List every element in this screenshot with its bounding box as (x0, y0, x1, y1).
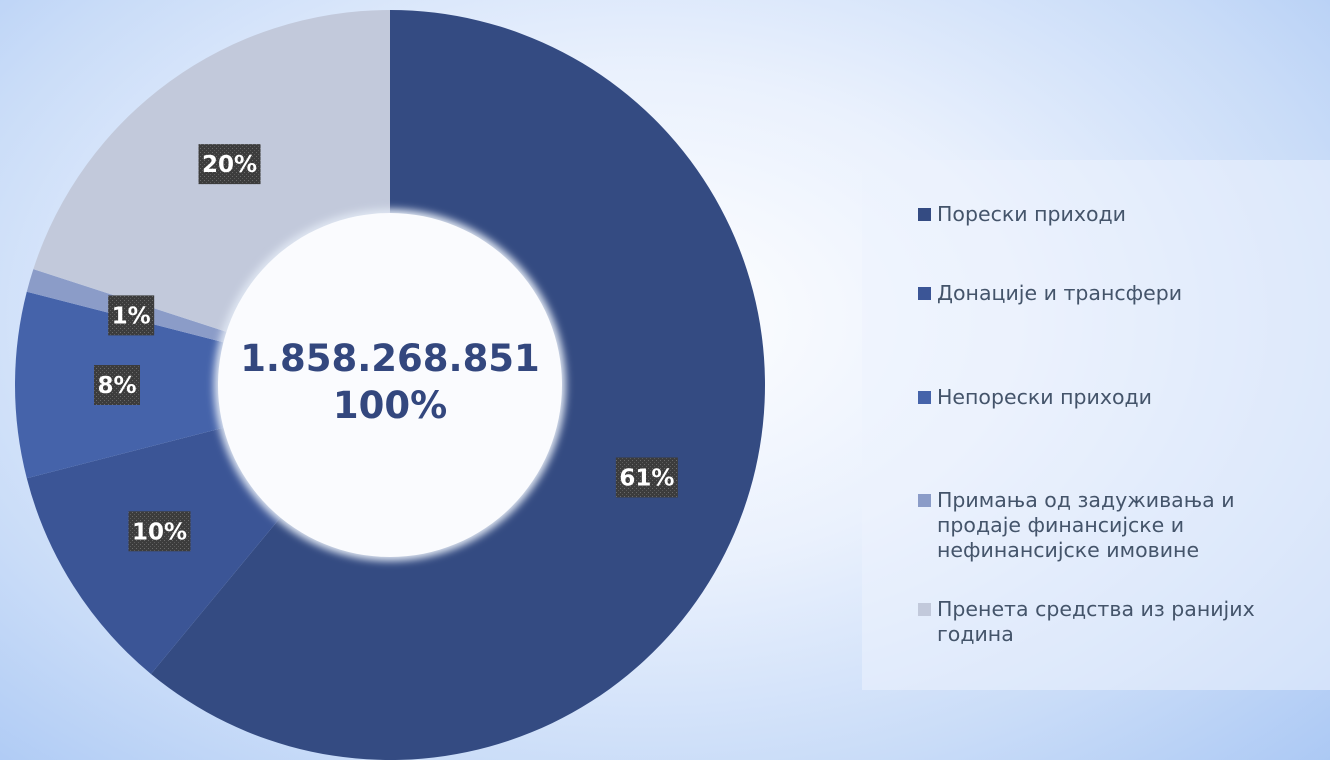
data-label-borrowing-asset-sales: 1% (108, 295, 155, 336)
legend-item-non-tax-revenue: Непорески приходи (918, 385, 1328, 410)
donut-chart: 61% 10% 8% 1% 20% (14, 10, 765, 760)
data-label-carried-over-funds: 20% (198, 144, 261, 185)
legend-item-borrowing-asset-sales: Примања од задуживања и продаје финансиј… (918, 488, 1323, 563)
legend-label: Пренета средства из ранијих година (937, 597, 1255, 646)
legend-swatch (918, 391, 931, 404)
data-label-box (94, 365, 140, 405)
data-label-box (108, 295, 155, 336)
data-label-non-tax-revenue: 8% (94, 365, 140, 405)
data-label-text: 1% (112, 303, 151, 329)
legend-item-tax-revenue: Порески приходи (918, 202, 1328, 227)
data-label-text: 8% (97, 373, 136, 399)
legend-swatch (918, 603, 931, 616)
center-total-label: 1.858.268.851 100% (210, 335, 570, 429)
legend-label: Непорески приходи (937, 385, 1152, 409)
data-label-tax-revenue: 61% (615, 457, 678, 498)
legend-item-carried-over-funds: Пренета средства из ранијих година (918, 597, 1323, 647)
legend-label: Примања од задуживања и продаје финансиј… (937, 488, 1235, 562)
legend-label: Порески приходи (937, 202, 1126, 226)
data-label-text: 61% (619, 465, 674, 491)
slice-non-tax-revenue (14, 291, 390, 479)
legend-item-donations-transfers: Донације и трансфери (918, 281, 1328, 306)
data-label-box (198, 144, 261, 185)
legend-swatch (918, 208, 931, 221)
legend-swatch (918, 494, 931, 507)
data-label-donations-transfers: 10% (128, 511, 191, 552)
legend-swatch (918, 287, 931, 300)
data-label-box (128, 511, 191, 552)
donut-hole (218, 213, 562, 557)
center-total-percent: 100% (332, 384, 448, 427)
center-total-value: 1.858.268.851 (240, 337, 540, 380)
chart-legend: Порески приходи Донације и трансфери Неп… (862, 160, 1330, 690)
data-label-box (615, 457, 678, 498)
data-label-text: 20% (202, 152, 257, 178)
legend-label: Донације и трансфери (937, 281, 1183, 305)
data-label-text: 10% (132, 519, 187, 545)
data-labels: 61% 10% 8% 1% 20% (94, 144, 678, 552)
